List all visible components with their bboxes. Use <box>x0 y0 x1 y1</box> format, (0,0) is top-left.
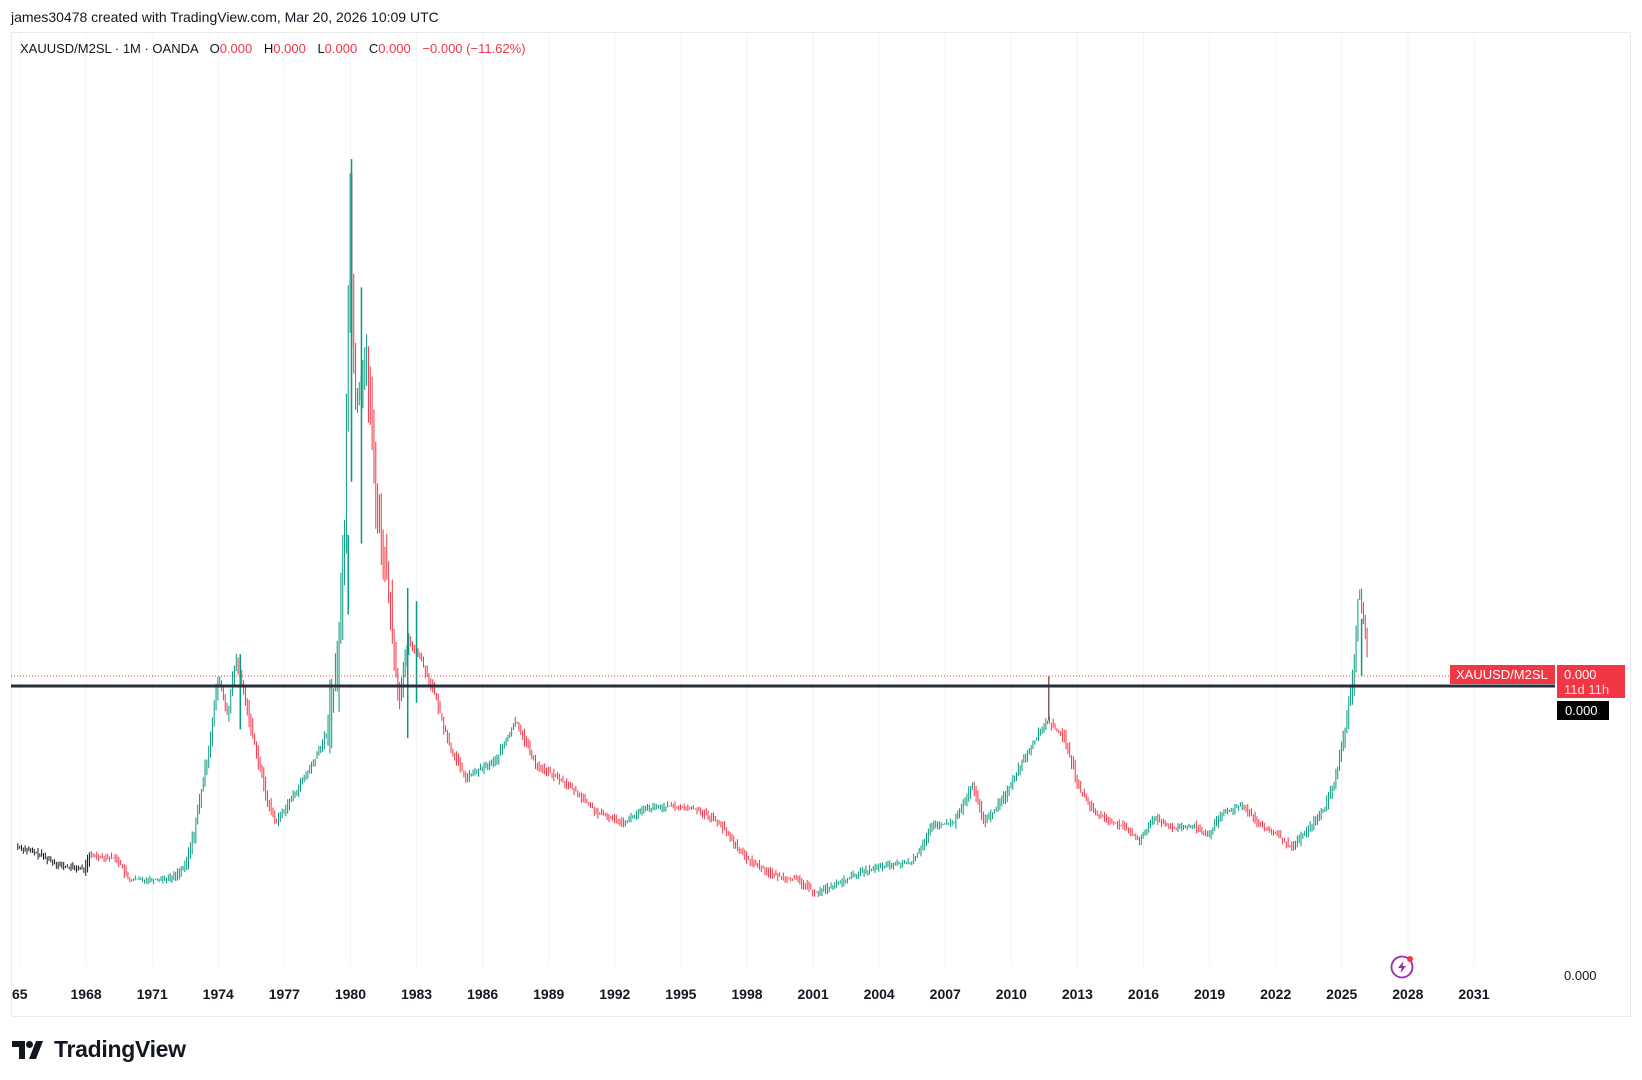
x-tick-label: 1971 <box>137 986 168 1002</box>
x-tick-label: 1977 <box>269 986 300 1002</box>
x-tick-label: 2022 <box>1260 986 1291 1002</box>
legend-open-label: O <box>209 41 220 56</box>
x-tick-label: 1968 <box>71 986 102 1002</box>
x-tick-label: 1992 <box>599 986 630 1002</box>
legend-low-label: L <box>317 41 325 56</box>
price-tag-symbol: XAUUSD/M2SL <box>1456 667 1548 682</box>
x-tick-label: 2004 <box>864 986 895 1002</box>
x-tick-label: 1980 <box>335 986 366 1002</box>
x-tick-label: 2001 <box>797 986 828 1002</box>
chart-grid <box>19 33 1475 966</box>
chart-frame <box>11 32 1631 1017</box>
x-tick-label: 1995 <box>665 986 696 1002</box>
x-tick-label: 2013 <box>1062 986 1093 1002</box>
tradingview-logo-icon <box>12 1040 43 1059</box>
x-tick-label: 1986 <box>467 986 498 1002</box>
x-tick-label: 1989 <box>533 986 564 1002</box>
crosshair-tag-value: 0.000 <box>1565 703 1598 718</box>
x-tick-label: 2028 <box>1392 986 1423 1002</box>
tradingview-footer[interactable]: TradingView <box>12 1036 186 1063</box>
legend-high-value: 0.000 <box>273 41 306 56</box>
x-tick-label: 2007 <box>930 986 961 1002</box>
legend-close-value: 0.000 <box>378 41 411 56</box>
symbol-legend[interactable]: XAUUSD/M2SL · 1M · OANDA O0.000 H0.000 L… <box>20 41 526 56</box>
price-tag-value-bg <box>1557 665 1625 698</box>
x-tick-label: 65 <box>12 986 28 1002</box>
x-tick-label: 2010 <box>996 986 1027 1002</box>
tradingview-brand: TradingView <box>54 1036 186 1062</box>
x-tick-label: 2016 <box>1128 986 1159 1002</box>
legend-low-value: 0.000 <box>324 41 358 56</box>
price-tag[interactable]: XAUUSD/M2SL 0.000 11d 11h <box>1450 665 1625 698</box>
price-tag-symbol-bg <box>1450 665 1555 684</box>
bolt-icon[interactable] <box>1390 955 1414 979</box>
x-tick-label: 2025 <box>1326 986 1357 1002</box>
x-tick-label: 1998 <box>731 986 762 1002</box>
legend-symbol: XAUUSD/M2SL · 1M · OANDA <box>20 41 198 56</box>
candles-layer <box>17 159 1368 897</box>
x-tick-label: 2019 <box>1194 986 1225 1002</box>
price-tag-value: 0.000 <box>1564 667 1597 682</box>
attribution-header: james30478 created with TradingView.com,… <box>11 9 439 25</box>
legend-change: −0.000 (−11.62%) <box>422 41 526 56</box>
legend-open-value: 0.000 <box>219 41 253 56</box>
crosshair-price-tag: 0.000 <box>1557 701 1609 720</box>
legend-high-label: H <box>263 41 274 56</box>
crosshair-tag-bg <box>1557 701 1609 720</box>
price-tag-countdown: 11d 11h <box>1564 682 1609 697</box>
x-tick-label: 1974 <box>203 986 234 1002</box>
legend-close-label: C <box>368 41 379 56</box>
price-scale-label: 0.000 <box>1564 968 1597 983</box>
x-tick-label: 1983 <box>401 986 432 1002</box>
x-axis: 65 1968 1971 1974 1977 1980 1983 1986 1989 1992 19… <box>12 986 1490 1002</box>
x-tick-label: 2031 <box>1458 986 1489 1002</box>
